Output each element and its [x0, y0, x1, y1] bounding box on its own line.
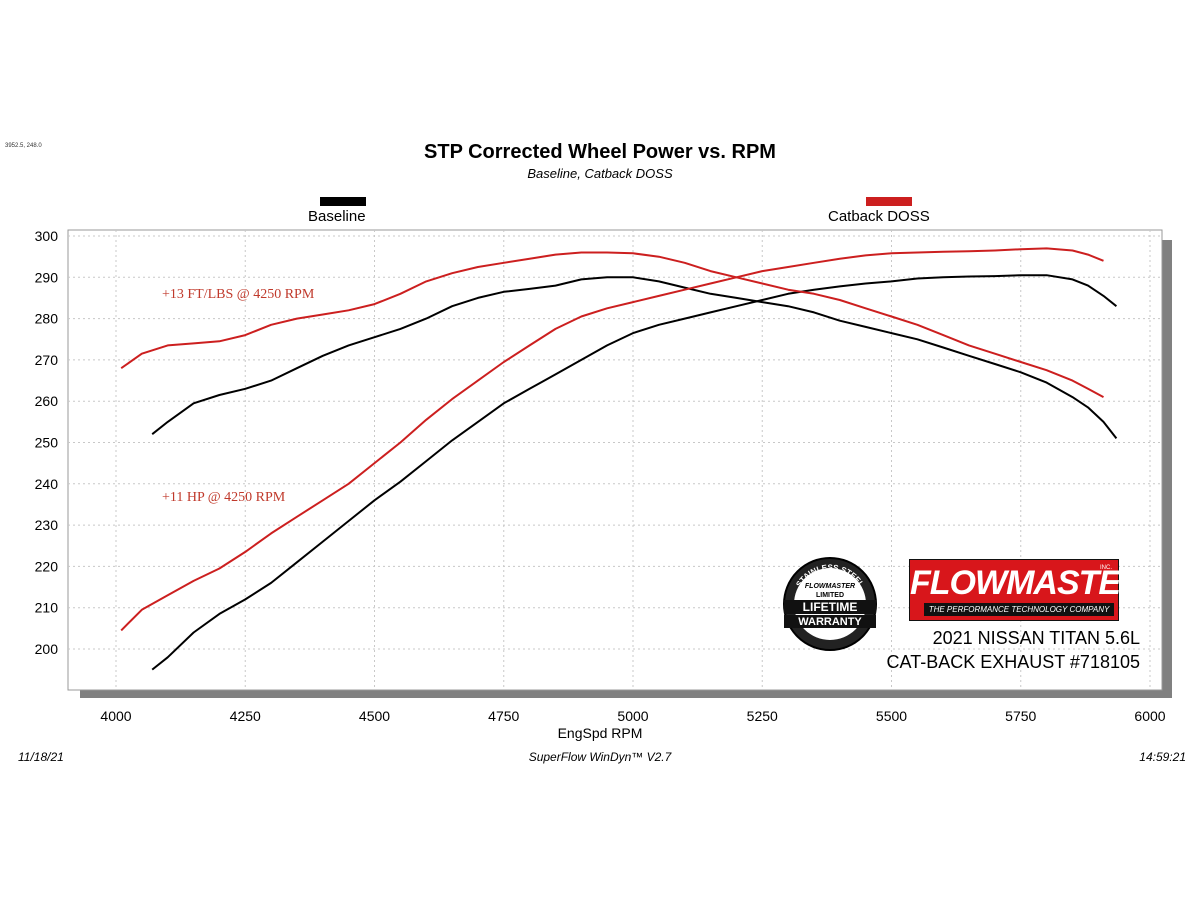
vehicle-line-1: 2021 NISSAN TITAN 5.6L [932, 628, 1140, 648]
x-tick-label: 6000 [1134, 708, 1165, 724]
badge-line1: LIFETIME [803, 600, 858, 614]
x-tick-label: 4250 [230, 708, 261, 724]
logo-inc: INC. [1100, 565, 1112, 571]
y-tick-label: 260 [35, 393, 59, 409]
x-tick-label: 4750 [488, 708, 519, 724]
chart-subtitle: Baseline, Catback DOSS [527, 166, 673, 181]
y-tick-label: 270 [35, 352, 59, 368]
badge-brand: FLOWMASTER [805, 583, 855, 590]
torque-gain-annotation: +13 FT/LBS @ 4250 RPM [162, 287, 315, 302]
x-tick-label: 4000 [100, 708, 131, 724]
y-tick-label: 250 [35, 435, 59, 451]
series-line-baseline-power [151, 274, 1118, 671]
footer-date: 11/18/21 [18, 750, 64, 764]
logo-tagline: THE PERFORMANCE TECHNOLOGY COMPANY [924, 603, 1114, 616]
x-tick-label: 5000 [617, 708, 648, 724]
series-lines [120, 247, 1118, 671]
y-tick-label: 210 [35, 600, 59, 616]
x-tick-label: 4500 [359, 708, 390, 724]
series-line-catback-torque [120, 251, 1104, 398]
legend-label-catback: Catback DOSS [828, 208, 930, 225]
x-tick-labels: 4000 4250 4500 4750 5000 5250 5500 5750 6000 [100, 708, 1165, 724]
y-tick-label: 220 [35, 558, 59, 574]
legend-label-baseline: Baseline [308, 208, 366, 225]
x-axis-label: EngSpd RPM [557, 725, 643, 741]
flowmaster-logo: FLOWMASTER INC. THE PERFORMANCE TECHNOLO… [909, 559, 1145, 621]
footer-software: SuperFlow WinDyn™ V2.7 [528, 750, 672, 764]
x-tick-label: 5250 [747, 708, 778, 724]
y-tick-label: 200 [35, 641, 59, 657]
x-tick-label: 5500 [876, 708, 907, 724]
y-tick-label: 240 [35, 476, 59, 492]
y-tick-label: 300 [35, 228, 59, 244]
vehicle-line-2: CAT-BACK EXHAUST #718105 [886, 652, 1140, 672]
footer-time: 14:59:21 [1139, 750, 1186, 764]
y-tick-label: 290 [35, 269, 59, 285]
logo-wordmark: FLOWMASTER [910, 564, 1145, 602]
y-tick-label: 230 [35, 517, 59, 533]
y-tick-label: 280 [35, 311, 59, 327]
badge-line2: WARRANTY [798, 616, 862, 628]
series-line-baseline-torque [151, 276, 1118, 440]
cursor-readout: 3952.5, 248.0 [5, 143, 42, 149]
lifetime-warranty-badge: STAINLESS STEEL FLOWMASTER LIMITED LIFET… [783, 557, 877, 651]
chart-title: STP Corrected Wheel Power vs. RPM [424, 141, 776, 163]
badge-limited: LIMITED [816, 592, 844, 599]
x-tick-label: 5750 [1005, 708, 1036, 724]
y-tick-labels: 200 210 220 230 240 250 260 270 280 290 300 [35, 228, 59, 657]
legend-swatch-baseline [320, 197, 366, 206]
series-line-catback-power [120, 247, 1104, 632]
hp-gain-annotation: +11 HP @ 4250 RPM [162, 490, 286, 505]
legend-swatch-catback [866, 197, 912, 206]
